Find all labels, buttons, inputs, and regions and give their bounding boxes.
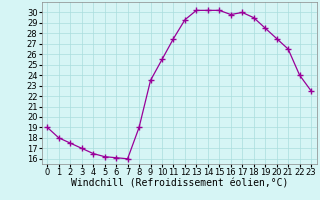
X-axis label: Windchill (Refroidissement éolien,°C): Windchill (Refroidissement éolien,°C) (70, 179, 288, 189)
